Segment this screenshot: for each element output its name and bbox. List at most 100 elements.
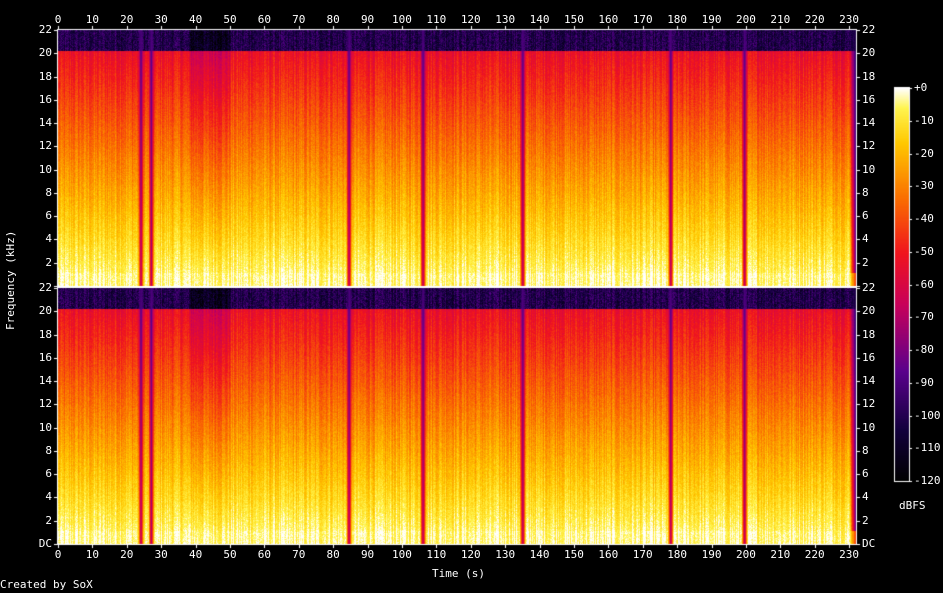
x-tick-label-bottom: 230: [839, 548, 860, 561]
x-tick-label-top: 0: [54, 13, 62, 26]
x-tick-label-top: 50: [223, 13, 237, 26]
y-tick-label-right: 14: [862, 374, 876, 388]
y-tick-label-left: 8: [45, 185, 52, 199]
colorbar-tick-label: +0: [914, 81, 928, 94]
y-tick-label-left: 4: [45, 490, 52, 504]
x-tick-label-top: 100: [392, 13, 412, 26]
y-tick-label-right: 18: [862, 69, 876, 83]
y-tick-label-right: 4: [862, 490, 869, 504]
x-tick-label-top: 130: [495, 13, 516, 26]
x-tick-label-bottom: 180: [667, 548, 688, 561]
y-tick-label-right: 8: [862, 185, 869, 199]
x-tick-label-bottom: 100: [392, 548, 412, 561]
y-tick-label-left: 4: [45, 232, 52, 246]
y-tick-label-right: 6: [862, 467, 869, 481]
y-tick-label-right: 10: [862, 420, 876, 434]
x-axis-label: Time (s): [432, 567, 485, 580]
y-tick-label-left: 14: [38, 374, 52, 388]
colorbar-tick-label: -80: [914, 343, 934, 356]
x-tick-label-top: 220: [804, 13, 825, 26]
y-tick-label-left: 10: [38, 162, 52, 176]
y-tick-label-right: 4: [862, 232, 869, 246]
x-tick-label-bottom: 40: [188, 548, 203, 561]
y-tick-label-right: 10: [862, 162, 876, 176]
x-tick-label-bottom: 130: [495, 548, 516, 561]
y-tick-label-left: 22: [38, 23, 52, 36]
x-tick-label-bottom: 30: [154, 548, 168, 561]
y-tick-label-left: 16: [38, 92, 52, 106]
x-tick-label-bottom: 120: [460, 548, 481, 561]
x-tick-label-top: 210: [770, 13, 791, 26]
x-tick-label-bottom: 70: [292, 548, 306, 561]
x-tick-label-top: 200: [735, 13, 756, 26]
colorbar-tick-label: -30: [914, 179, 934, 193]
x-tick-label-top: 80: [326, 13, 340, 26]
x-tick-label-bottom: 90: [360, 548, 375, 561]
x-tick-label-bottom: 220: [804, 548, 825, 561]
colorbar-label: dBFS: [899, 499, 926, 512]
y-tick-label-left: 18: [38, 69, 52, 83]
x-tick-label-top: 10: [85, 13, 100, 26]
y-tick-label-right: 16: [862, 350, 876, 364]
x-tick-label-bottom: 150: [564, 548, 584, 561]
y-tick-label-left: 22: [38, 281, 52, 294]
y-tick-label-left: 2: [45, 255, 52, 269]
y-tick-label-right: 2: [862, 513, 869, 527]
x-tick-label-top: 160: [598, 13, 619, 26]
x-tick-label-top: 110: [426, 13, 447, 26]
x-tick-label-top: 170: [632, 13, 653, 26]
colorbar-tick-label: -60: [914, 277, 934, 291]
colorbar-tick-label: -10: [914, 113, 934, 127]
y-tick-label-right: 22: [862, 281, 876, 294]
y-tick-label-right: 22: [862, 23, 876, 36]
y-tick-label-right: 20: [862, 46, 876, 60]
y-tick-label-left: 16: [38, 350, 52, 364]
x-tick-label-top: 60: [257, 13, 271, 26]
x-tick-label-top: 120: [460, 13, 481, 26]
y-tick-label-left: 14: [38, 116, 52, 130]
footer-credit: Created by SoX: [0, 578, 93, 591]
x-tick-label-bottom: 0: [54, 548, 62, 561]
x-tick-label-bottom: 80: [326, 548, 340, 561]
x-tick-label-bottom: 210: [770, 548, 791, 561]
x-tick-label-top: 40: [188, 13, 203, 26]
y-tick-label-left: 6: [45, 467, 52, 481]
x-tick-label-bottom: 10: [85, 548, 100, 561]
y-tick-label-left: 10: [38, 420, 52, 434]
x-tick-label-bottom: 160: [598, 548, 619, 561]
colorbar-tick-label: -90: [914, 375, 934, 389]
x-tick-label-bottom: 50: [223, 548, 237, 561]
x-tick-label-bottom: 20: [120, 548, 134, 561]
colorbar-tick-label: -20: [914, 146, 934, 160]
x-tick-label-bottom: 110: [426, 548, 447, 561]
y-tick-label-right: 12: [862, 397, 876, 411]
x-tick-label-top: 190: [701, 13, 722, 26]
y-tick-label-left: 20: [38, 304, 52, 318]
y-tick-label-right: 20: [862, 304, 876, 318]
colorbar-tick-label: -100: [914, 408, 941, 422]
colorbar-tick-label: -40: [914, 212, 934, 225]
y-tick-label-left: 12: [38, 139, 52, 153]
y-tick-label-right: 6: [862, 209, 869, 223]
y-tick-label-left: 20: [38, 46, 52, 60]
y-tick-label-right: 2: [862, 255, 869, 269]
y-tick-label-right: 14: [862, 116, 876, 130]
x-tick-label-top: 90: [360, 13, 375, 26]
x-tick-label-bottom: 140: [529, 548, 550, 561]
y-tick-label-right: 12: [862, 139, 876, 153]
y-tick-label-left: 18: [38, 327, 52, 341]
x-tick-label-top: 30: [154, 13, 168, 26]
x-tick-label-top: 140: [529, 13, 550, 26]
x-tick-label-top: 180: [667, 13, 688, 26]
x-tick-label-bottom: 190: [701, 548, 722, 561]
y-tick-label-right: 16: [862, 92, 876, 106]
x-tick-label-top: 230: [839, 13, 860, 26]
colorbar-tick-label: -70: [914, 310, 934, 324]
x-tick-label-top: 150: [564, 13, 584, 26]
y-tick-label-left: 6: [45, 209, 52, 223]
colorbar-tick-label: -120: [914, 474, 941, 487]
x-tick-label-top: 20: [120, 13, 134, 26]
x-tick-label-bottom: 60: [257, 548, 271, 561]
x-tick-label-top: 70: [292, 13, 306, 26]
